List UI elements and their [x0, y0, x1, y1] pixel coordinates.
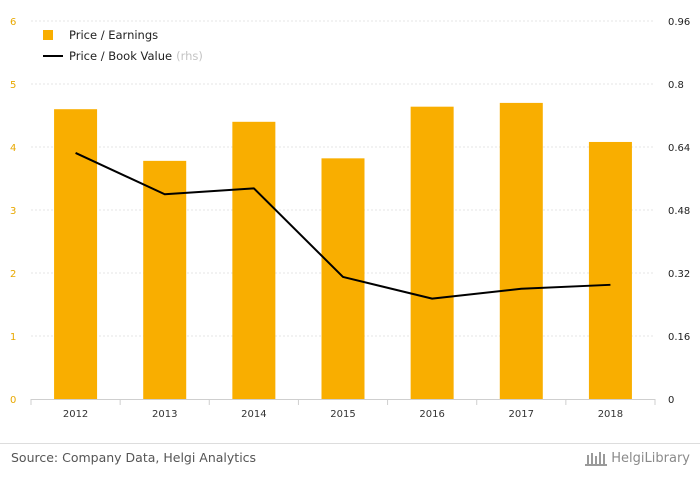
legend-label-price-earnings: Price / Earnings [69, 28, 158, 42]
brand-name: HelgiLibrary [611, 450, 690, 466]
right-tick-label: 0.64 [668, 143, 690, 154]
source-note: Source: Company Data, Helgi Analytics [11, 450, 257, 465]
left-tick-label: 0 [10, 395, 16, 406]
bar-price-earnings [232, 121, 276, 400]
left-tick-label: 6 [10, 17, 16, 28]
axes: 0 1 2 3 4 5 6 0 0.16 0.32 0.48 0.64 0.8 0.96 2012 2013 2… [10, 17, 690, 420]
right-tick-label: 0.8 [668, 80, 684, 91]
left-tick-label: 1 [10, 332, 16, 343]
right-tick-label: 0.48 [668, 206, 690, 217]
bar-price-earnings [410, 106, 454, 400]
right-tick-label: 0.16 [668, 332, 690, 343]
x-tick-label: 2014 [241, 409, 266, 420]
legend-label-price-book-value: Price / Book Value (rhs) [69, 49, 203, 63]
right-tick-label: 0.32 [668, 269, 690, 280]
x-tick-label: 2012 [63, 409, 88, 420]
brand-logo: HelgiLibrary [584, 449, 690, 467]
left-tick-label: 4 [10, 143, 16, 154]
bar-price-earnings [499, 102, 543, 400]
legend: Price / Earnings Price / Book Value (rhs) [43, 28, 203, 63]
line-path-price-book-value [75, 151, 611, 300]
footer-divider [0, 443, 700, 444]
chart: 0 1 2 3 4 5 6 0 0.16 0.32 0.48 0.64 0.8 0.96 2012 2013 2… [10, 17, 690, 420]
left-tick-label: 3 [10, 206, 16, 217]
right-tick-label: 0 [668, 395, 674, 406]
bar-price-earnings [143, 160, 187, 399]
left-tick-label: 2 [10, 269, 16, 280]
bar-price-earnings [321, 158, 365, 399]
left-tick-label: 5 [10, 80, 16, 91]
x-tick-label: 2018 [598, 409, 623, 420]
library-icon [585, 452, 608, 466]
x-tick-label: 2015 [330, 409, 355, 420]
x-tick-label: 2016 [419, 409, 444, 420]
line-price-book-value [75, 151, 611, 300]
legend-swatch-price-earnings [43, 30, 53, 40]
x-tick-label: 2017 [509, 409, 534, 420]
right-tick-label: 0.96 [668, 17, 690, 28]
bar-price-earnings [54, 109, 98, 399]
bar-price-earnings [588, 141, 632, 399]
bars-price-earnings [54, 102, 632, 400]
x-tick-label: 2013 [152, 409, 177, 420]
